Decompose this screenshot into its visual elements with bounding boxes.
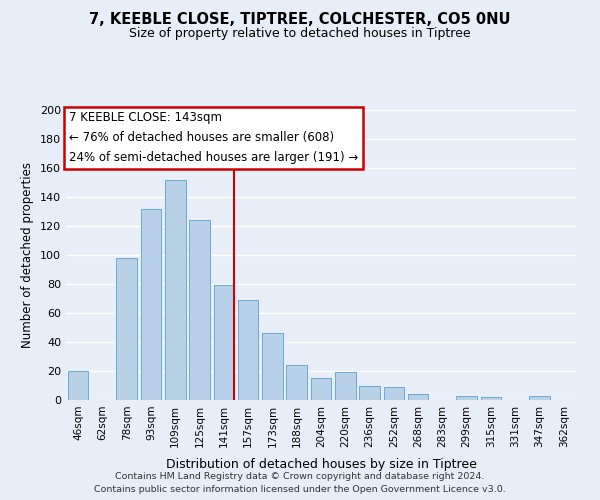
Bar (165, 180, 185, 400)
Bar (214, 286, 234, 400)
Bar (529, 396, 550, 400)
Bar (238, 300, 259, 400)
Bar (286, 365, 307, 400)
Bar (262, 334, 283, 400)
Bar (311, 378, 331, 400)
Bar (359, 386, 380, 400)
Bar (408, 394, 428, 400)
Bar (140, 208, 161, 400)
Bar (189, 220, 210, 400)
Y-axis label: Number of detached properties: Number of detached properties (22, 162, 34, 348)
Bar (116, 258, 137, 400)
Bar (383, 387, 404, 400)
Text: Contains HM Land Registry data © Crown copyright and database right 2024.: Contains HM Land Registry data © Crown c… (115, 472, 485, 481)
Text: 7, KEEBLE CLOSE, TIPTREE, COLCHESTER, CO5 0NU: 7, KEEBLE CLOSE, TIPTREE, COLCHESTER, CO… (89, 12, 511, 28)
Bar (457, 396, 477, 400)
Bar (68, 371, 88, 400)
Text: Size of property relative to detached houses in Tiptree: Size of property relative to detached ho… (129, 28, 471, 40)
Text: 7 KEEBLE CLOSE: 143sqm
← 76% of detached houses are smaller (608)
24% of semi-de: 7 KEEBLE CLOSE: 143sqm ← 76% of detached… (68, 112, 358, 164)
X-axis label: Distribution of detached houses by size in Tiptree: Distribution of detached houses by size … (166, 458, 476, 471)
Text: Contains public sector information licensed under the Open Government Licence v3: Contains public sector information licen… (94, 485, 506, 494)
Bar (335, 372, 356, 400)
Bar (481, 397, 502, 400)
